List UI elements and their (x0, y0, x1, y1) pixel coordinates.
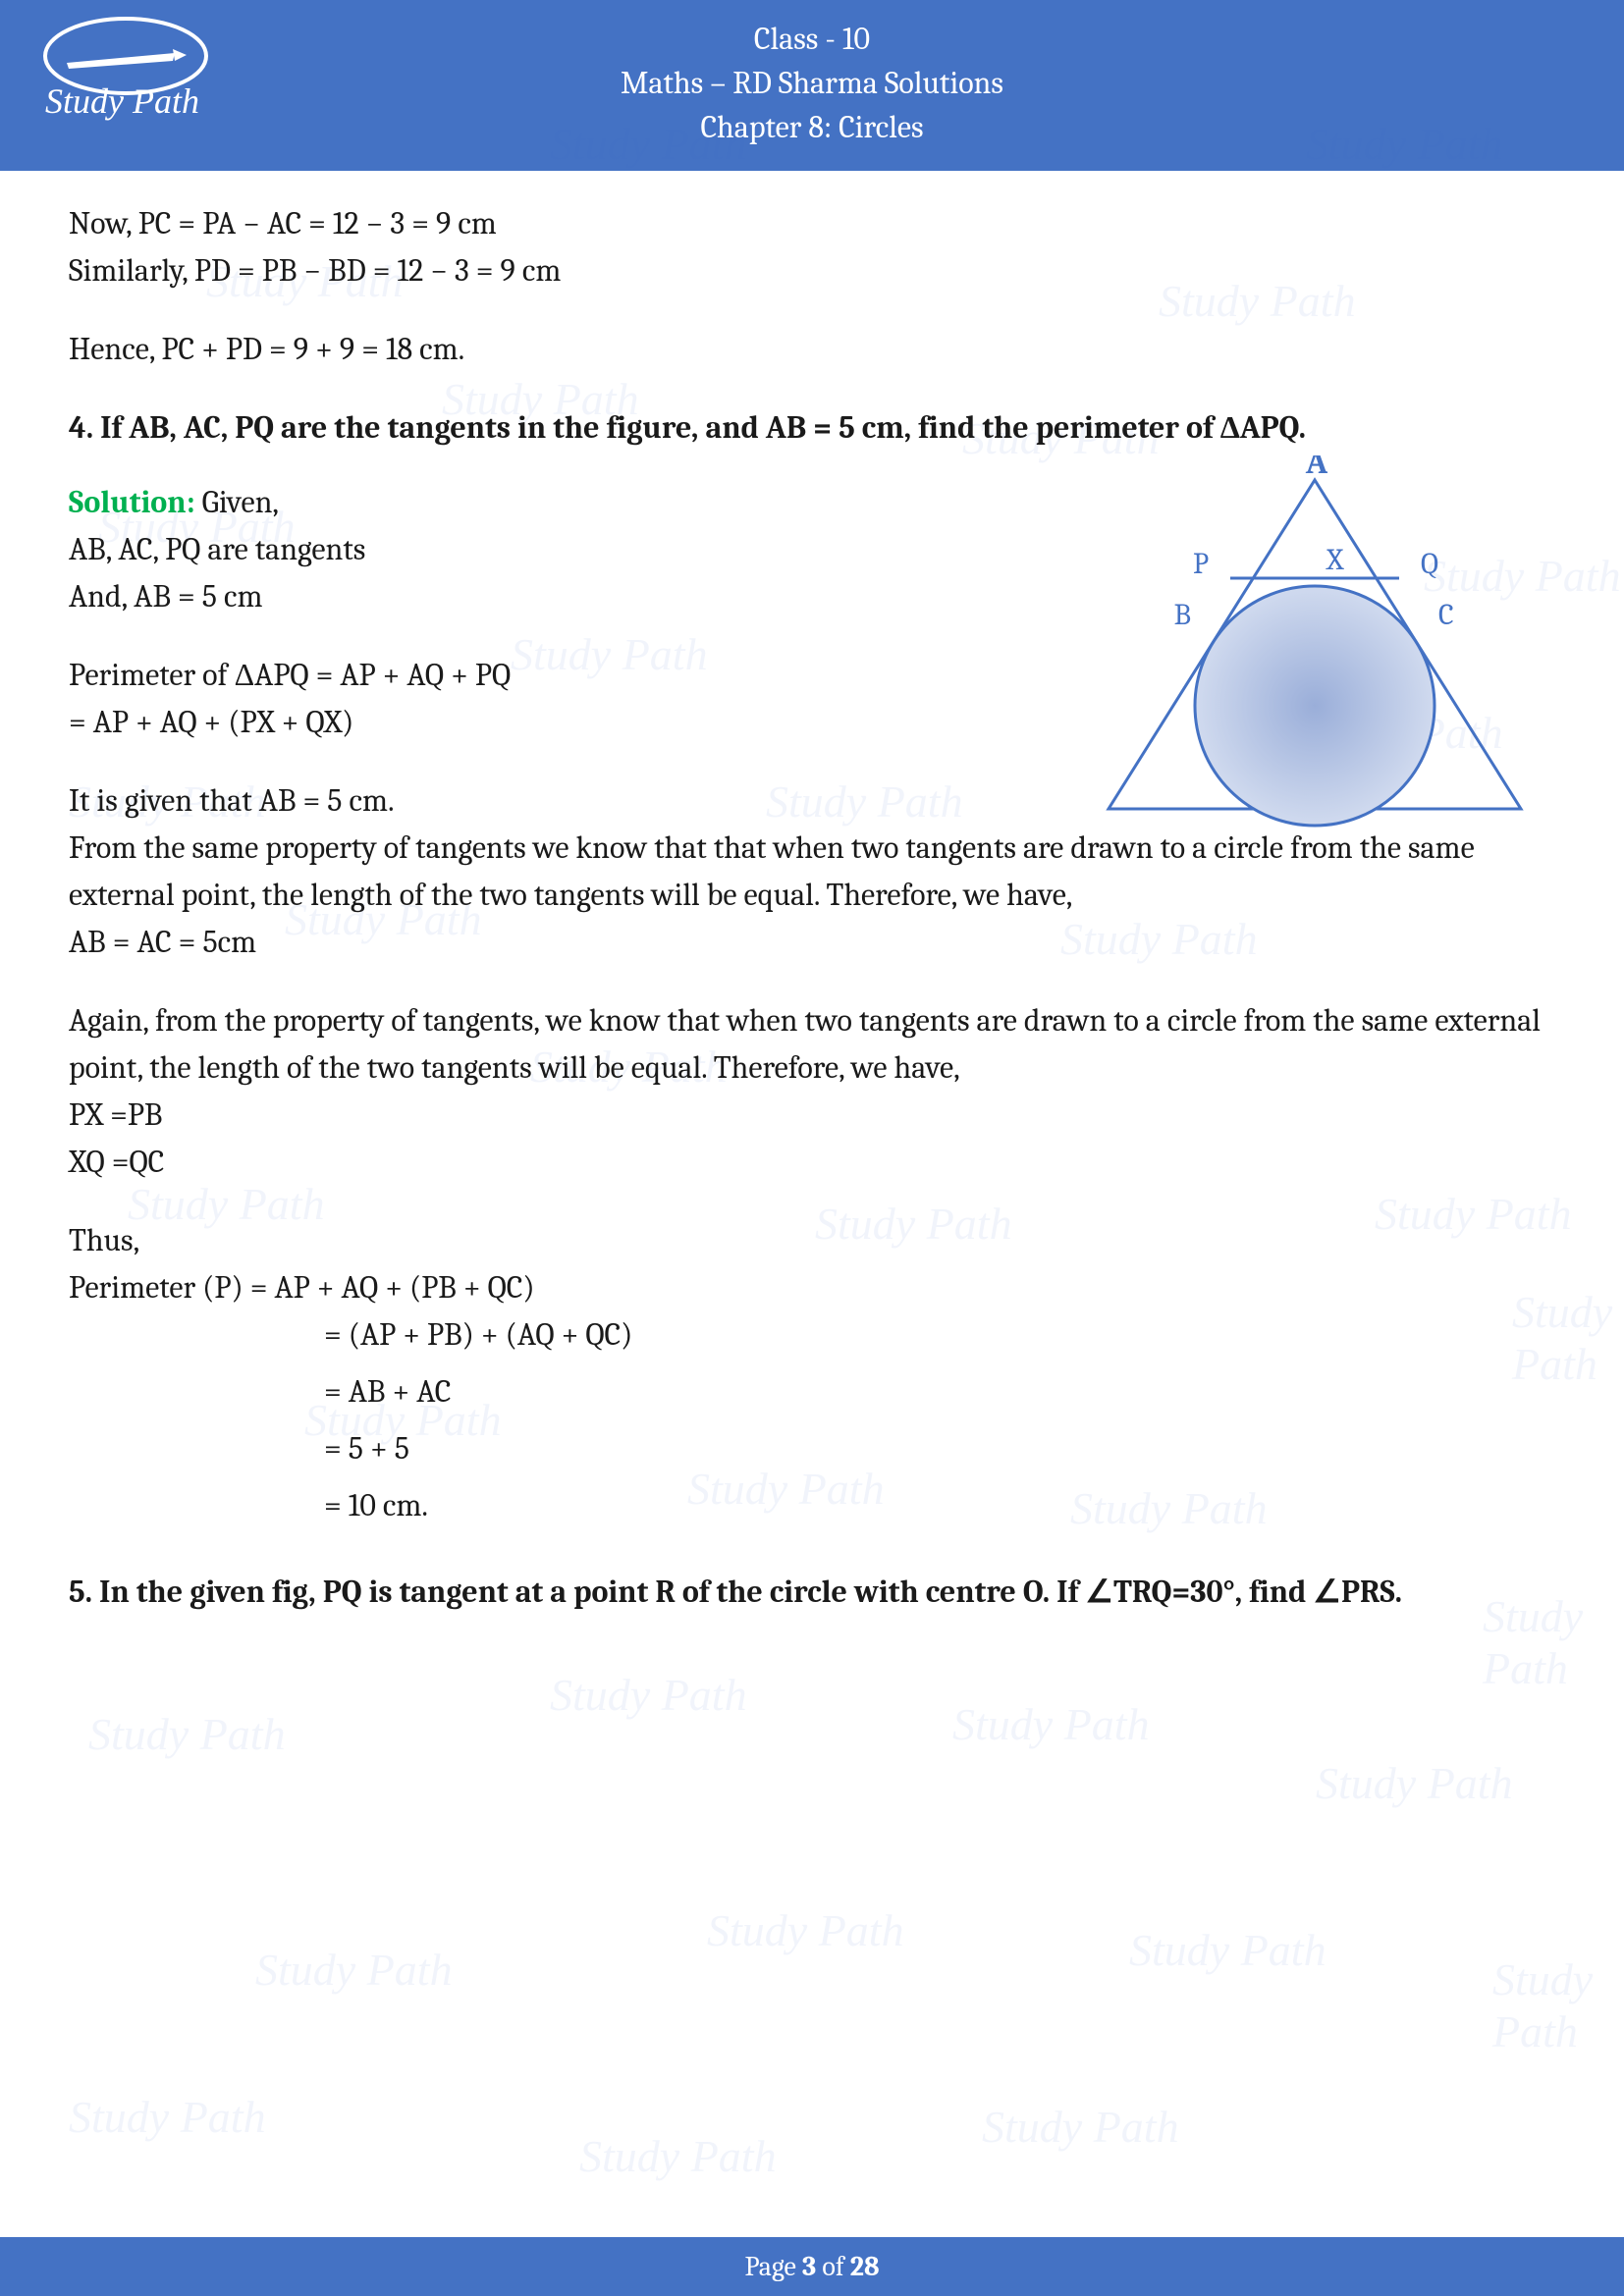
header-class: Class - 10 (0, 18, 1624, 62)
text-line: Perimeter (P) = AP + AQ + (PB + QC) (69, 1264, 1555, 1311)
watermark-text: Study Path (255, 1944, 453, 1996)
text-line: From the same property of tangents we kn… (69, 825, 1555, 919)
triangle-circle-figure: A P Q X B C (1099, 455, 1531, 828)
watermark-text: Study Path (69, 2091, 266, 2143)
svg-text:X: X (1326, 543, 1344, 577)
text-line: Similarly, PD = PB − BD = 12 − 3 = 9 cm (69, 247, 1555, 294)
text-line: PX =PB (69, 1092, 1555, 1139)
prev-solution-tail: Now, PC = PA − AC = 12 − 3 = 9 cm Simila… (69, 200, 1555, 294)
svg-text:C: C (1438, 598, 1454, 632)
prev-solution-result: Hence, PC + PD = 9 + 9 = 18 cm. (69, 326, 1555, 373)
text-line: AB = AC = 5cm (69, 919, 1555, 966)
text-line: = 5 + 5 (324, 1425, 1555, 1472)
svg-text:B: B (1174, 598, 1191, 632)
header-chapter: Chapter 8: Circles (0, 106, 1624, 150)
spacer (69, 1539, 1555, 1569)
page-header: Study Path Class - 10 Maths – RD Sharma … (0, 0, 1624, 171)
footer-prefix: Page (744, 2251, 802, 2282)
watermark-text: Study Path (1129, 1924, 1326, 1976)
text-line: Again, from the property of tangents, we… (69, 997, 1555, 1092)
header-subject: Maths – RD Sharma Solutions (0, 62, 1624, 106)
page-content: Now, PC = PA − AC = 12 − 3 = 9 cm Simila… (0, 171, 1624, 1616)
watermark-text: Study Path (982, 2101, 1179, 2153)
text-line: = 10 cm. (324, 1482, 1555, 1529)
question-5: 5. In the given fig, PQ is tangent at a … (69, 1569, 1555, 1616)
text-line: = (AP + PB) + (AQ + QC) (324, 1311, 1555, 1359)
watermark-text: Study Path (1492, 1953, 1624, 2057)
footer-page-num: 3 (802, 2251, 816, 2282)
text-line: Thus, (69, 1217, 1555, 1264)
svg-text:P: P (1193, 547, 1209, 581)
watermark-text: Study Path (952, 1698, 1150, 1750)
watermark-text: Study Path (1316, 1757, 1513, 1809)
question-4: 4. If AB, AC, PQ are the tangents in the… (69, 404, 1555, 452)
watermark-text: Study Path (707, 1904, 904, 1956)
perimeter-derivation: = (AP + PB) + (AQ + QC) = AB + AC = 5 + … (69, 1311, 1555, 1529)
studypath-logo: Study Path (27, 12, 224, 120)
watermark-text: Study Path (550, 1669, 747, 1721)
solution-label: Solution: (69, 484, 195, 520)
footer-page-total: 28 (850, 2251, 880, 2282)
text-line: XQ =QC (69, 1139, 1555, 1186)
watermark-text: Study Path (579, 2130, 777, 2182)
watermark-text: Study Path (88, 1708, 286, 1760)
svg-text:Q: Q (1421, 547, 1438, 581)
logo-text: Study Path (45, 80, 199, 122)
text-inline: Given, (195, 484, 279, 520)
page-footer: Page 3 of 28 (0, 2237, 1624, 2296)
svg-text:A: A (1305, 455, 1328, 482)
footer-suffix: of (816, 2251, 850, 2282)
text-line: = AB + AC (324, 1368, 1555, 1415)
text-line: Now, PC = PA − AC = 12 − 3 = 9 cm (69, 200, 1555, 247)
